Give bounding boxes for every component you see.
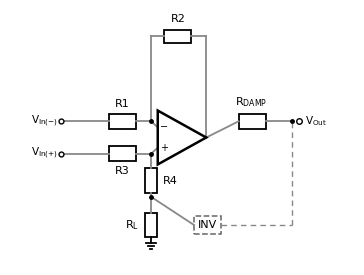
Text: −: −: [160, 122, 168, 132]
Text: V$_{\rm In(-)}$: V$_{\rm In(-)}$: [31, 114, 58, 129]
Bar: [145, 213, 157, 237]
Text: R1: R1: [115, 98, 130, 109]
Text: V$_{\rm Out}$: V$_{\rm Out}$: [305, 114, 327, 128]
Bar: [145, 169, 157, 193]
Bar: [109, 114, 136, 129]
Text: R2: R2: [170, 14, 185, 24]
Text: +: +: [160, 143, 168, 153]
Bar: [238, 114, 265, 129]
Bar: [194, 216, 221, 234]
Text: R3: R3: [115, 166, 130, 177]
Text: INV: INV: [198, 220, 217, 230]
Text: R4: R4: [162, 176, 177, 186]
Bar: [109, 146, 136, 161]
Text: V$_{\rm In(+)}$: V$_{\rm In(+)}$: [31, 146, 58, 161]
Text: R$_{\rm DAMP}$: R$_{\rm DAMP}$: [234, 95, 267, 109]
Text: R$_{\rm L}$: R$_{\rm L}$: [126, 218, 139, 232]
Bar: [165, 30, 191, 43]
